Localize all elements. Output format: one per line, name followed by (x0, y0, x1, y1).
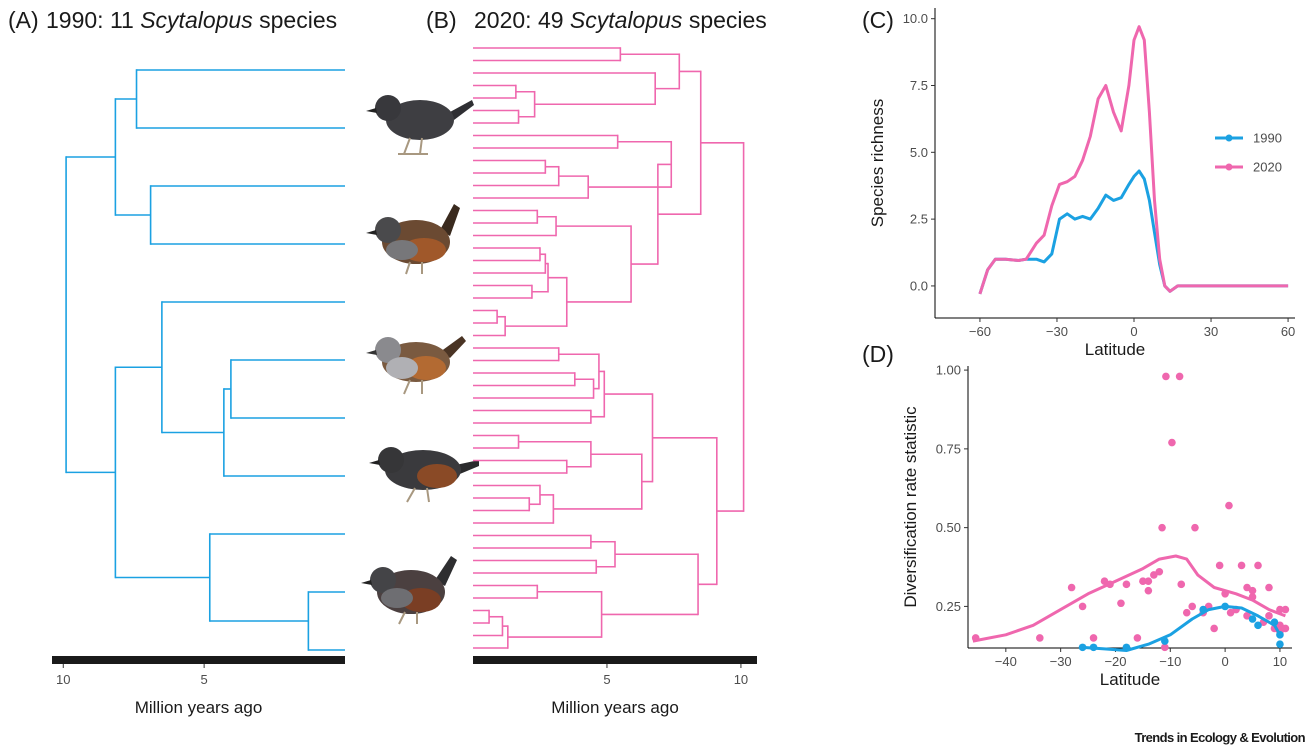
x-tick-label: −10 (1159, 654, 1181, 669)
x-tick-label: 0 (1130, 324, 1137, 339)
time-axis-bar (473, 656, 757, 664)
x-tick-label: 10 (734, 672, 748, 687)
y-axis-title: Species richness (868, 99, 887, 228)
point (1123, 581, 1131, 589)
title-part: species (253, 7, 337, 33)
panel-title: 2020: 49 Scytalopus species (474, 7, 767, 33)
point (1145, 577, 1153, 585)
point (1276, 640, 1284, 648)
panel-title: 1990: 11 Scytalopus species (46, 7, 337, 33)
figure: Trends in Ecology & Evolution (A) 1990: 1… (0, 0, 1309, 753)
point (1134, 634, 1142, 642)
legend-label: 2020 (1253, 160, 1282, 175)
y-tick-label: 0.50 (936, 520, 961, 535)
time-axis-bar (52, 656, 345, 664)
point (1162, 373, 1170, 381)
smooth-line (973, 556, 1286, 641)
point (1216, 562, 1224, 570)
legend-label: 1990 (1253, 131, 1282, 146)
point (1249, 615, 1257, 623)
x-tick-label: 5 (201, 672, 208, 687)
x-tick-label: 5 (603, 672, 610, 687)
panel-label: (C) (862, 7, 894, 33)
y-tick-label: 0.25 (936, 599, 961, 614)
point (1188, 603, 1196, 611)
x-axis-title: Latitude (1085, 340, 1146, 359)
point (1183, 609, 1191, 617)
point (1282, 606, 1290, 614)
title-part: 1990: 11 (46, 7, 140, 33)
y-axis-title: Diversification rate statistic (901, 406, 920, 608)
panel-label: (B) (426, 7, 457, 33)
x-tick-label: 60 (1281, 324, 1295, 339)
title-part: 2020: 49 (474, 7, 570, 33)
y-tick-label: 10.0 (903, 11, 928, 26)
point (1090, 634, 1098, 642)
x-tick-label: −40 (995, 654, 1017, 669)
x-tick-label: 0 (1221, 654, 1228, 669)
point (1225, 502, 1233, 510)
x-tick-label: −20 (1104, 654, 1126, 669)
bird (361, 556, 457, 624)
point (1158, 524, 1166, 532)
point (1265, 584, 1273, 592)
series-line (980, 27, 1288, 294)
x-axis-title: Million years ago (551, 698, 679, 717)
point (1191, 524, 1199, 532)
bird (366, 95, 474, 154)
series-line (980, 171, 1288, 294)
point (1117, 599, 1125, 607)
bird-illustrations (361, 95, 479, 624)
x-tick-label: −30 (1050, 654, 1072, 669)
x-tick-label: −60 (969, 324, 991, 339)
x-axis-title: Million years ago (135, 698, 263, 717)
x-tick-label: 10 (1273, 654, 1287, 669)
legend-dot (1226, 164, 1233, 171)
point (1254, 562, 1262, 570)
y-tick-label: 0.75 (936, 441, 961, 456)
legend-dot (1226, 135, 1233, 142)
point (1068, 584, 1076, 592)
x-tick-label: 10 (56, 672, 70, 687)
panel-label: (D) (862, 341, 894, 367)
title-part: Scytalopus (570, 7, 683, 33)
point (1254, 622, 1262, 630)
title-part: Scytalopus (140, 7, 253, 33)
point (1145, 587, 1153, 595)
point (1265, 612, 1273, 620)
point (1079, 603, 1087, 611)
y-tick-label: 1.00 (936, 363, 961, 378)
bird (366, 204, 460, 274)
point (1036, 634, 1044, 642)
point (1238, 562, 1246, 570)
x-tick-label: 30 (1204, 324, 1218, 339)
point (1210, 625, 1218, 633)
point (1168, 439, 1176, 447)
x-tick-label: −30 (1046, 324, 1068, 339)
source: Trends in Ecology & Evolution (1135, 730, 1306, 745)
point (1176, 373, 1184, 381)
y-tick-label: 7.5 (910, 78, 928, 93)
y-tick-label: 0.0 (910, 278, 928, 293)
point (1156, 568, 1164, 576)
smooth-line (1083, 606, 1280, 650)
panel-label: (A) (8, 7, 39, 33)
x-axis-title: Latitude (1100, 670, 1161, 689)
bird (369, 447, 479, 502)
point (1282, 625, 1290, 633)
point (1177, 581, 1185, 589)
y-tick-label: 2.5 (910, 212, 928, 227)
y-tick-label: 5.0 (910, 145, 928, 160)
title-part: species (682, 7, 766, 33)
bird (366, 336, 466, 394)
